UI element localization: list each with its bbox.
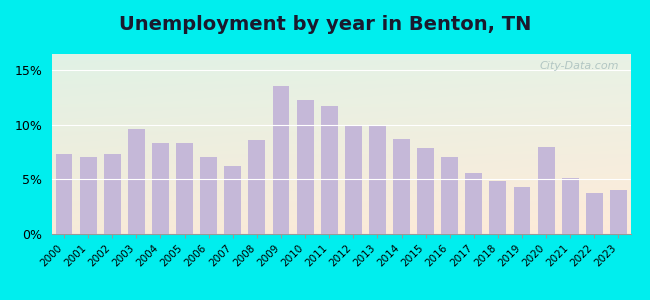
Bar — [176, 143, 193, 234]
Text: City-Data.com: City-Data.com — [540, 61, 619, 71]
Bar — [345, 126, 362, 234]
Bar — [248, 140, 265, 234]
Bar — [224, 167, 241, 234]
Bar — [393, 139, 410, 234]
Bar — [465, 173, 482, 234]
Text: Unemployment by year in Benton, TN: Unemployment by year in Benton, TN — [119, 15, 531, 34]
Bar — [128, 129, 145, 234]
Bar — [200, 157, 217, 234]
Bar — [417, 148, 434, 234]
Bar — [610, 190, 627, 234]
Bar — [104, 154, 121, 234]
Bar — [320, 106, 337, 234]
Bar — [272, 85, 289, 234]
Bar — [56, 154, 73, 234]
Bar — [538, 147, 554, 234]
Bar — [489, 181, 506, 234]
Bar — [586, 193, 603, 234]
Bar — [514, 187, 530, 234]
Bar — [441, 157, 458, 234]
Bar — [152, 143, 169, 234]
Bar — [296, 100, 313, 234]
Bar — [562, 178, 578, 234]
Bar — [369, 126, 386, 234]
Bar — [80, 157, 97, 234]
